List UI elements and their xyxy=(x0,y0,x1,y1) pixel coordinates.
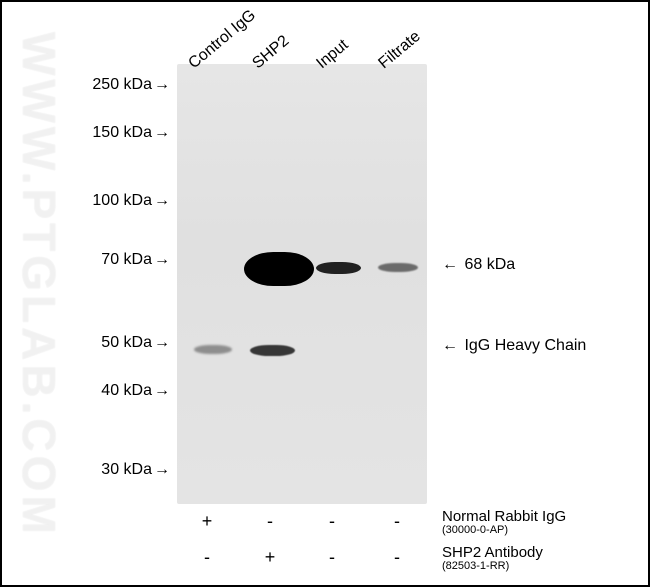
condition-label: Normal Rabbit IgG (30000-0-AP) xyxy=(442,509,566,536)
condition-mark: - xyxy=(197,547,217,568)
mw-marker: 70 kDa→ xyxy=(50,251,170,269)
condition-mark: - xyxy=(387,547,407,568)
condition-mark: + xyxy=(260,547,280,568)
condition-mark: + xyxy=(197,511,217,532)
blot-membrane xyxy=(177,64,427,504)
mw-marker: 150 kDa→ xyxy=(50,124,170,142)
band-label: ← 68 kDa xyxy=(442,256,515,274)
mw-marker: 50 kDa→ xyxy=(50,334,170,352)
condition-mark: - xyxy=(322,547,342,568)
band-label: ← IgG Heavy Chain xyxy=(442,337,586,355)
blot-band xyxy=(378,263,418,272)
condition-mark: - xyxy=(260,511,280,532)
blot-band xyxy=(244,252,314,286)
mw-marker: 250 kDa→ xyxy=(50,76,170,94)
blot-band xyxy=(316,262,361,274)
condition-label: SHP2 Antibody (82503-1-RR) xyxy=(442,545,543,572)
mw-marker: 30 kDa→ xyxy=(50,461,170,479)
condition-mark: - xyxy=(322,511,342,532)
figure-container: WWW.PTGLAB.COM Control IgG SHP2 Input Fi… xyxy=(2,2,648,585)
blot-band xyxy=(250,345,295,356)
blot-band xyxy=(194,345,232,354)
condition-mark: - xyxy=(387,511,407,532)
mw-marker: 40 kDa→ xyxy=(50,382,170,400)
mw-marker: 100 kDa→ xyxy=(50,192,170,210)
